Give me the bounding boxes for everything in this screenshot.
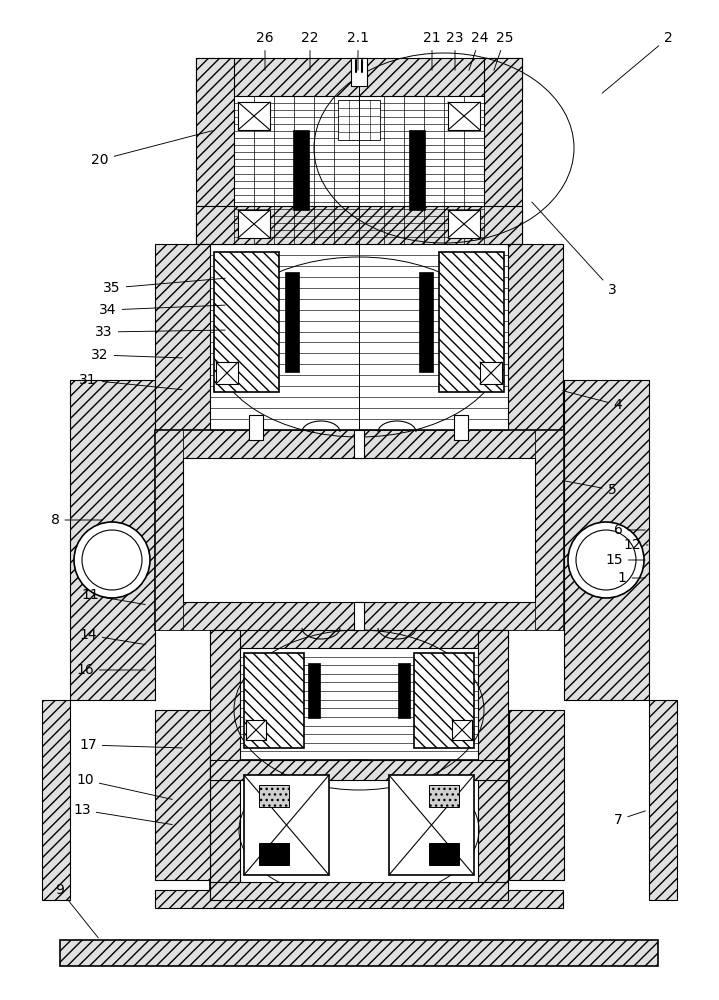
Bar (354, 430, 364, 458)
Bar (183, 602, 535, 630)
Bar (448, 210, 480, 238)
Bar (244, 653, 304, 748)
Bar (478, 630, 508, 780)
Bar (210, 760, 240, 900)
Circle shape (576, 530, 636, 590)
Bar (649, 700, 677, 900)
Bar (448, 102, 480, 130)
Bar (214, 252, 279, 392)
Text: 32: 32 (91, 348, 182, 362)
Bar (42, 700, 70, 900)
Bar (238, 102, 270, 130)
Bar (419, 272, 433, 372)
Bar (454, 415, 468, 440)
Text: 7: 7 (613, 811, 646, 827)
Bar (452, 720, 472, 740)
Text: 14: 14 (79, 628, 145, 645)
Bar (564, 380, 649, 700)
Text: 15: 15 (605, 553, 645, 567)
Text: 5: 5 (563, 481, 616, 497)
Text: 16: 16 (76, 663, 145, 677)
Bar (70, 380, 155, 700)
Bar (429, 843, 459, 865)
Text: 8: 8 (50, 513, 102, 527)
Bar (409, 130, 425, 210)
Text: 4: 4 (563, 391, 623, 412)
Bar (484, 58, 522, 244)
Bar (480, 362, 502, 384)
Text: 24: 24 (469, 31, 489, 70)
Bar (259, 843, 289, 865)
Text: 12: 12 (623, 538, 648, 552)
Bar (398, 663, 410, 718)
Bar (155, 430, 183, 630)
Text: 10: 10 (76, 773, 173, 799)
Bar (285, 272, 299, 372)
Bar (509, 710, 564, 880)
Bar (439, 252, 504, 392)
Bar (244, 775, 329, 875)
Bar (338, 100, 380, 140)
Text: 34: 34 (99, 303, 225, 317)
Text: 31: 31 (79, 373, 182, 390)
Bar (183, 430, 535, 458)
Bar (155, 710, 210, 880)
Bar (508, 244, 563, 450)
Bar (155, 890, 563, 908)
Bar (183, 458, 535, 602)
Bar (210, 882, 508, 900)
Bar (351, 58, 367, 86)
Text: 33: 33 (95, 325, 225, 339)
Text: 25: 25 (494, 31, 514, 70)
Bar (354, 602, 364, 630)
Bar (249, 415, 263, 440)
Bar (155, 430, 563, 630)
Bar (535, 430, 563, 630)
Circle shape (82, 530, 142, 590)
Text: 23: 23 (446, 31, 464, 70)
Bar (60, 940, 658, 966)
Bar (210, 630, 240, 780)
Text: 21: 21 (423, 31, 441, 70)
Bar (293, 130, 309, 210)
Text: 17: 17 (79, 738, 182, 752)
Bar (196, 206, 522, 244)
Bar (414, 653, 474, 748)
Bar (238, 210, 270, 238)
Bar (308, 663, 320, 718)
Bar (429, 785, 459, 807)
Bar (210, 630, 508, 648)
Text: 6: 6 (613, 523, 645, 537)
Text: 11: 11 (81, 588, 145, 605)
Bar (196, 58, 234, 244)
Text: 35: 35 (104, 278, 225, 295)
Text: 13: 13 (73, 803, 173, 825)
Circle shape (74, 522, 150, 598)
Bar (210, 760, 508, 780)
Bar (216, 362, 238, 384)
Bar (478, 760, 508, 900)
Bar (155, 244, 210, 450)
Text: 26: 26 (256, 31, 274, 70)
Text: 2.1: 2.1 (347, 31, 369, 70)
Bar (196, 58, 522, 96)
Bar (259, 785, 289, 807)
Bar (389, 775, 474, 875)
Bar (246, 720, 266, 740)
Text: 22: 22 (301, 31, 319, 70)
Text: 9: 9 (55, 883, 99, 938)
Bar (210, 760, 508, 900)
Text: 20: 20 (91, 131, 212, 167)
Text: 3: 3 (532, 202, 616, 297)
Circle shape (568, 522, 644, 598)
Text: 1: 1 (618, 571, 645, 585)
Text: 2: 2 (602, 31, 672, 93)
